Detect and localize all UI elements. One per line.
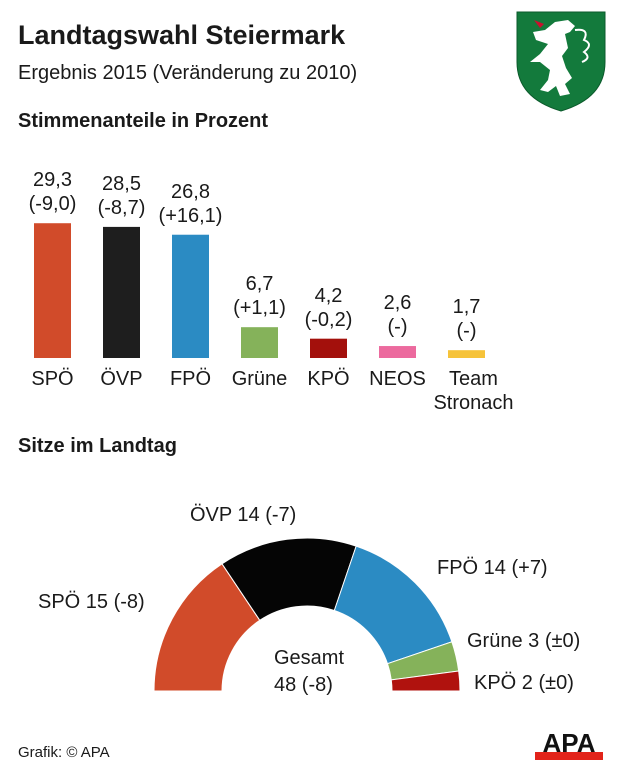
bar-value-label: 2,6 (-) — [384, 291, 412, 339]
apa-logo-icon: APA — [535, 728, 603, 760]
bar-3 — [241, 327, 278, 358]
category-label: NEOS — [369, 368, 426, 390]
seats-chart-title: Sitze im Landtag — [18, 435, 177, 457]
bar-6 — [448, 350, 485, 358]
bar-2 — [172, 234, 209, 358]
seat-label: ÖVP 14 (-7) — [190, 504, 297, 526]
bar-value-label: 28,5 (-8,7) — [98, 172, 146, 220]
page-subtitle: Ergebnis 2015 (Veränderung zu 2010) — [18, 62, 358, 84]
total-seats-label: Gesamt — [274, 647, 345, 669]
value-label: 4,2 — [314, 284, 343, 307]
change-label: (-) — [456, 320, 477, 343]
value-label: 1,7 — [452, 296, 481, 319]
value-label: 2,6 — [383, 292, 412, 315]
change-label: (-9,0) — [28, 193, 77, 216]
change-label: (+1,1) — [233, 297, 286, 320]
value-label: 28,5 — [102, 172, 141, 195]
change-label: (+16,1) — [158, 204, 223, 227]
value-label: 6,7 — [245, 273, 274, 296]
seat-segment-2 — [333, 545, 453, 665]
category-label: FPÖ — [169, 368, 212, 390]
bar-value-label: 26,8 (+16,1) — [159, 180, 223, 228]
credit-text: Grafik: © APA — [18, 744, 110, 761]
category-label: KPÖ — [307, 368, 350, 390]
seat-segment-4 — [390, 670, 461, 692]
change-label: (-) — [387, 316, 408, 339]
bar-value-label: 29,3 (-9,0) — [29, 168, 77, 216]
bar-0 — [34, 223, 71, 358]
seat-label: KPÖ 2 (±0) — [474, 672, 574, 694]
bar-chart-title: Stimmenanteile in Prozent — [18, 110, 269, 132]
value-label: 26,8 — [171, 180, 210, 203]
bar-5 — [379, 346, 416, 358]
seat-label: SPÖ 15 (-8) — [38, 591, 145, 613]
seat-label: Grüne 3 (±0) — [467, 630, 581, 652]
seat-label: FPÖ 14 (+7) — [437, 557, 548, 579]
category-label: SPÖ — [31, 368, 74, 390]
bar-value-label: 4,2 (-0,2) — [305, 284, 353, 332]
category-label: Team Stronach — [433, 368, 514, 414]
change-label: (-8,7) — [97, 196, 146, 219]
bar-4 — [310, 338, 347, 358]
coat-of-arms-icon — [516, 11, 606, 112]
change-label: (-0,2) — [304, 308, 353, 331]
page-title: Landtagswahl Steiermark — [18, 20, 346, 50]
bar-value-label: 1,7 (-) — [453, 295, 481, 343]
bar-1 — [103, 226, 140, 358]
category-label: ÖVP — [100, 368, 143, 390]
total-seats-label: 48 (-8) — [274, 674, 333, 696]
category-label: Grüne — [231, 368, 288, 390]
value-label: 29,3 — [33, 169, 72, 192]
bar-value-label: 6,7 (+1,1) — [233, 272, 286, 320]
